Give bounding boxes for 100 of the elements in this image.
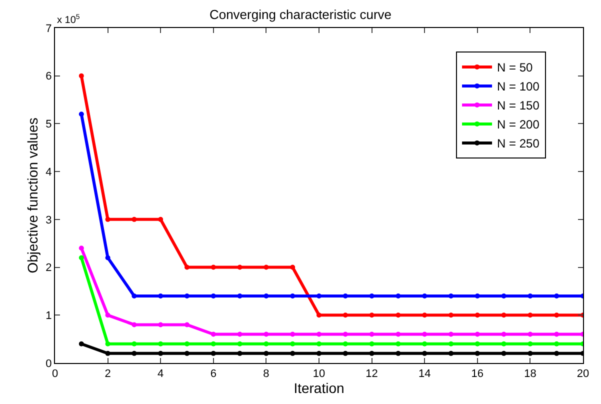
point <box>474 312 480 318</box>
point <box>78 73 84 78</box>
point <box>184 341 190 346</box>
point <box>448 294 454 298</box>
x-tick-label: 18 <box>524 368 536 380</box>
point <box>290 332 296 337</box>
point <box>396 312 401 318</box>
point <box>78 255 84 260</box>
point <box>528 341 533 346</box>
point <box>396 332 401 337</box>
point <box>369 312 374 318</box>
point <box>184 350 190 356</box>
point <box>554 341 560 346</box>
point <box>132 322 137 328</box>
point <box>316 294 322 298</box>
point <box>264 264 269 270</box>
x-tick-label: 20 <box>576 368 590 380</box>
point <box>290 264 296 270</box>
point <box>105 341 110 346</box>
point <box>237 332 242 337</box>
point <box>501 312 506 318</box>
point <box>342 350 348 356</box>
point <box>342 312 348 318</box>
point <box>78 341 84 346</box>
point <box>264 332 269 337</box>
x-axis-title: Iteration <box>294 380 344 396</box>
point <box>316 332 322 337</box>
point <box>158 322 164 328</box>
x-tick-label: 10 <box>312 368 326 380</box>
point <box>132 341 137 346</box>
point <box>78 246 84 251</box>
point <box>105 216 110 222</box>
point <box>396 341 401 346</box>
point <box>210 264 216 270</box>
point <box>448 350 454 356</box>
point <box>501 294 506 298</box>
point <box>422 350 428 356</box>
point <box>132 216 137 222</box>
point <box>237 294 242 298</box>
point <box>369 350 374 356</box>
point <box>528 294 533 298</box>
point <box>554 350 560 356</box>
text: x 10$^{5}$ <box>57 14 80 26</box>
y-tick-label: 2 <box>46 262 52 274</box>
point <box>369 294 374 298</box>
point <box>528 332 533 337</box>
point <box>554 294 560 298</box>
point <box>474 332 480 337</box>
point <box>396 294 401 298</box>
point <box>237 264 242 270</box>
legend-label: N = 250 <box>497 136 540 151</box>
point <box>501 332 506 337</box>
point <box>448 341 454 346</box>
point <box>422 332 428 337</box>
point <box>158 350 164 356</box>
x-tick-label: 2 <box>104 368 111 380</box>
legend-label: N = 50 <box>497 60 534 75</box>
point <box>474 294 480 298</box>
y-tick-label: 0 <box>46 358 52 370</box>
x-tick-label: 8 <box>263 368 270 380</box>
x-tick-label: 14 <box>418 368 431 380</box>
y-axis-title: Objective function values <box>24 118 40 274</box>
point <box>184 294 190 298</box>
point <box>158 216 164 222</box>
point <box>237 341 242 346</box>
x-tick-label: 12 <box>366 368 378 380</box>
point <box>264 341 269 346</box>
point <box>78 112 84 117</box>
point <box>210 350 216 356</box>
point <box>422 341 428 346</box>
point <box>184 322 190 328</box>
point <box>528 350 533 356</box>
point <box>369 341 374 346</box>
y-tick-label: 7 <box>46 22 52 35</box>
point <box>290 350 296 356</box>
point <box>448 332 454 337</box>
chart-title: Converging characteristic curve <box>209 7 392 22</box>
point <box>422 312 428 318</box>
point <box>316 341 322 346</box>
point <box>132 350 137 356</box>
point <box>448 312 454 318</box>
point <box>210 294 216 298</box>
point <box>396 350 401 356</box>
x-tick-label: 4 <box>158 368 164 380</box>
y-tick-label: 6 <box>46 70 52 83</box>
point <box>158 341 164 346</box>
point <box>316 350 322 356</box>
point <box>501 350 506 356</box>
y-tick-label: 3 <box>46 214 52 226</box>
point <box>290 294 296 298</box>
x-tick-label: 16 <box>471 368 484 380</box>
point <box>342 341 348 346</box>
point <box>210 332 216 337</box>
y-tick-label: 5 <box>46 118 52 131</box>
point <box>342 294 348 298</box>
point <box>237 350 242 356</box>
point <box>105 350 110 356</box>
point <box>316 312 322 318</box>
legend-label: N = 200 <box>497 118 540 132</box>
point <box>184 264 190 270</box>
